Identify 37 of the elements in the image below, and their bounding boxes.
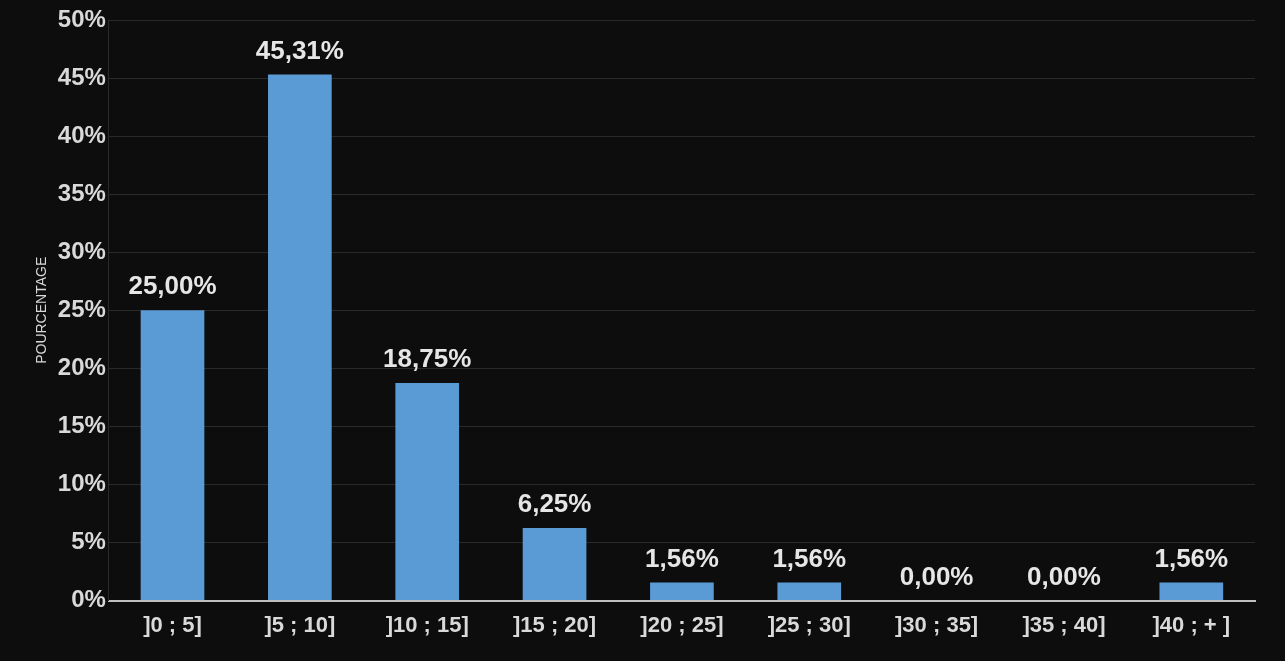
y-tick-label: 50%	[57, 4, 106, 32]
x-tick-label: ]10 ; 15]	[385, 611, 469, 637]
data-label: 1,56%	[1154, 542, 1229, 573]
x-tick-label: ]30 ; 35]	[895, 611, 979, 637]
data-label: 0,00%	[1027, 560, 1101, 591]
data-label: 1,56%	[772, 542, 847, 573]
y-tick-label: 30%	[57, 236, 106, 264]
bar	[777, 582, 842, 601]
y-tick-label: 20%	[57, 352, 106, 380]
y-tick-label: 5%	[71, 527, 106, 555]
y-tick-label: 10%	[57, 469, 106, 497]
y-tick-label: 35%	[57, 178, 106, 206]
y-tick-label: 0%	[71, 585, 106, 613]
x-tick-label: ]25 ; 30]	[767, 611, 851, 637]
bar	[140, 310, 205, 601]
x-tick-label: ]5 ; 10]	[264, 611, 336, 637]
data-label: 25,00%	[128, 270, 217, 301]
data-label: 6,25%	[517, 488, 592, 519]
y-tick-label: 40%	[57, 120, 106, 148]
data-label: 0,00%	[899, 560, 974, 591]
data-label: 1,56%	[645, 542, 719, 573]
data-label: 45,31%	[255, 34, 344, 65]
bar	[1159, 582, 1224, 601]
x-tick-label: ]15 ; 20]	[512, 611, 597, 637]
bar	[522, 528, 587, 601]
bar	[268, 74, 332, 601]
y-tick-label: 15%	[57, 411, 106, 439]
bar	[650, 582, 714, 601]
data-label: 18,75%	[383, 343, 472, 374]
x-tick-label: ]40 ; + ]	[1152, 611, 1231, 637]
y-tick-label: 45%	[57, 62, 106, 90]
y-axis-title: POURCENTAGE	[33, 256, 50, 364]
x-tick-label: ]0 ; 5]	[143, 611, 202, 637]
x-tick-label: ]35 ; 40]	[1022, 611, 1106, 637]
y-tick-label: 25%	[57, 294, 106, 322]
bar	[395, 382, 460, 601]
x-tick-label: ]20 ; 25]	[640, 611, 724, 637]
